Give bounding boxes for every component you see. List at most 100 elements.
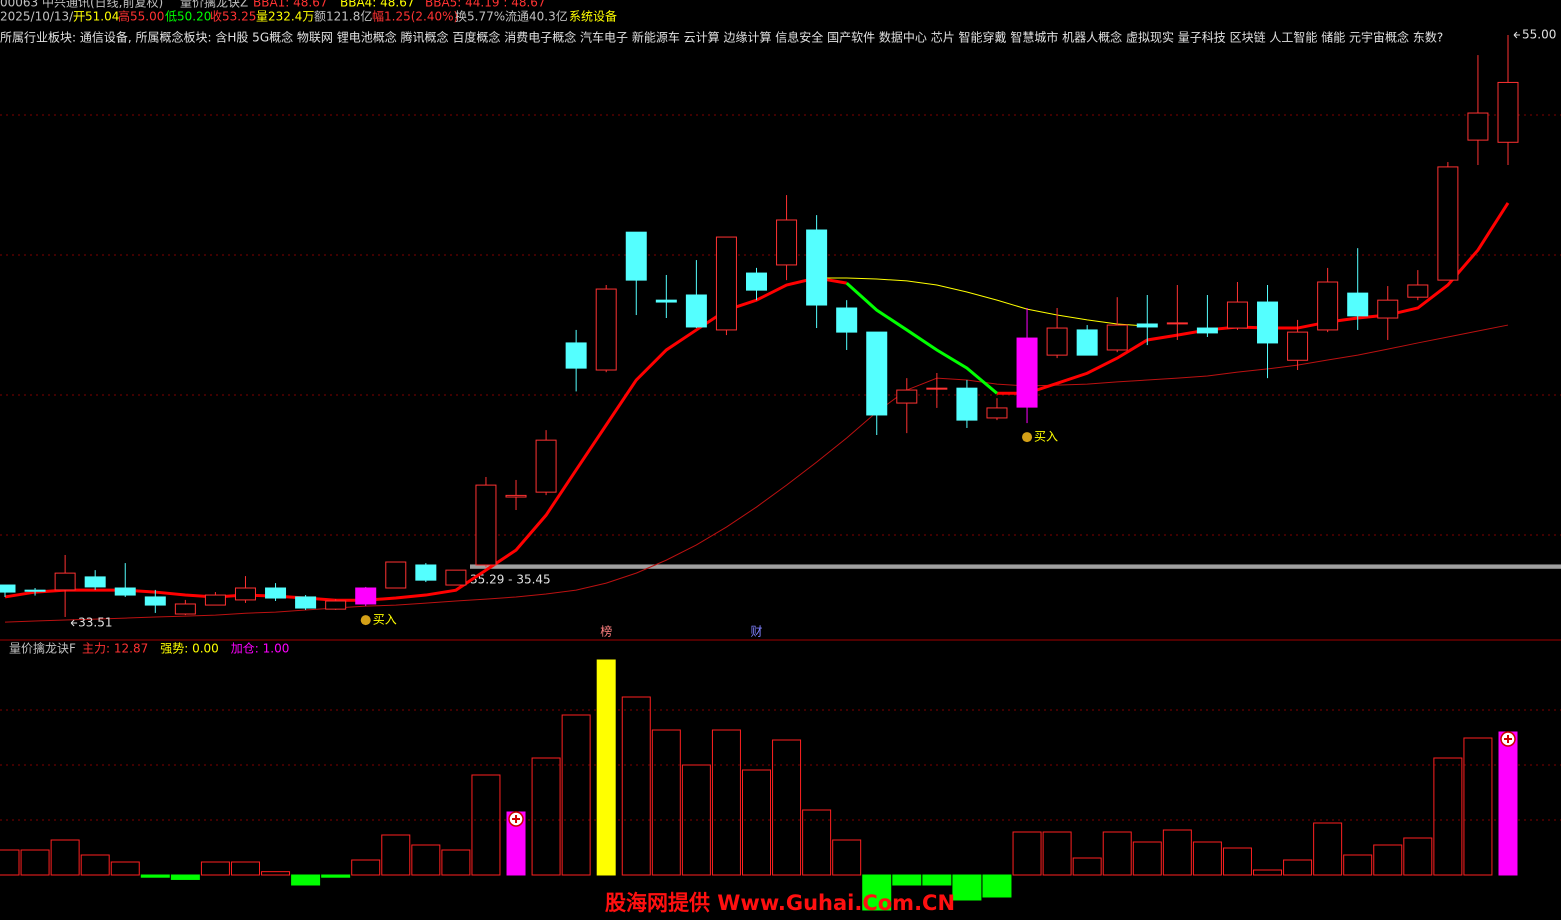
- candle-body: [174, 603, 196, 615]
- quote-item: 额121.8亿: [314, 9, 372, 24]
- bar: [291, 874, 321, 886]
- candle-body: [1287, 331, 1309, 361]
- quote-item: 系统设备: [569, 10, 617, 24]
- ma-line: [4, 202, 1510, 602]
- candle-body: [1166, 322, 1188, 325]
- bar: [170, 874, 200, 880]
- quote-item: 量232.4万: [256, 10, 314, 24]
- signal-plus: [1504, 735, 1512, 743]
- candle-body: [295, 596, 317, 609]
- bar: [1162, 829, 1192, 876]
- bar: [230, 861, 260, 876]
- candle-body: [1257, 301, 1279, 344]
- candle-body: [926, 387, 948, 390]
- candle-body: [986, 407, 1008, 419]
- bar: [1498, 731, 1518, 876]
- buy-label: 买入: [1034, 430, 1058, 444]
- candle-body: [1437, 166, 1459, 281]
- bar: [1042, 831, 1072, 876]
- candle-body: [475, 484, 497, 566]
- bar: [1283, 859, 1313, 876]
- candle-body: [445, 569, 467, 586]
- price-marker: 55.00: [1522, 28, 1556, 42]
- quote-item: 低50.20: [165, 10, 211, 24]
- candle-body: [1046, 327, 1068, 356]
- bar: [596, 659, 616, 876]
- bar: [200, 861, 230, 876]
- bar: [411, 844, 441, 876]
- bar: [351, 859, 381, 876]
- bar: [742, 769, 771, 876]
- bar: [892, 874, 922, 886]
- candle-body: [685, 294, 707, 328]
- legend-item: 主力: 12.87: [82, 642, 148, 656]
- bar: [711, 729, 741, 876]
- candle-body: [565, 342, 587, 369]
- bar: [1373, 844, 1403, 876]
- bar: [982, 874, 1012, 898]
- candle-body: [806, 229, 828, 306]
- ma-line: [4, 324, 1509, 623]
- lower-title: 量价擒龙诀F: [9, 641, 76, 656]
- legend-item: 强势: 0.00: [160, 642, 219, 656]
- candle-body: [535, 439, 557, 493]
- candle-body: [0, 584, 16, 593]
- candle-body: [1407, 284, 1429, 298]
- buy-icon: [360, 615, 371, 626]
- bar: [80, 854, 110, 876]
- candle-body: [956, 387, 978, 421]
- candle-body: [715, 236, 737, 331]
- quote-item: 幅1.25(2.40%): [372, 9, 458, 24]
- candle-body: [836, 307, 858, 333]
- bar: [621, 696, 651, 876]
- candle-body: [54, 572, 76, 591]
- candle-body: [234, 587, 256, 601]
- bar: [531, 757, 561, 876]
- range-band: [470, 564, 1561, 569]
- bar: [471, 774, 501, 876]
- bar: [802, 809, 832, 876]
- quote-item: 流通40.3亿: [505, 9, 568, 24]
- candle-body: [355, 587, 377, 605]
- candle-body: [114, 587, 136, 596]
- candle-body: [655, 299, 677, 303]
- bar: [1403, 837, 1433, 876]
- candle-body: [265, 587, 287, 599]
- bar: [952, 874, 982, 901]
- bar: [0, 849, 20, 876]
- bar: [922, 874, 952, 886]
- ma-line: [845, 281, 998, 395]
- indicator-name: 量价擒龙诀Z: [180, 0, 248, 10]
- bar: [441, 849, 471, 876]
- indicator-value: BBA1: 48.67: [253, 0, 328, 10]
- candle-body: [1136, 323, 1158, 328]
- event-label: 榜: [600, 624, 612, 639]
- quote-item: 收53.25: [210, 10, 256, 24]
- candle-body: [1317, 281, 1339, 331]
- stock-name: 00063 中兴通讯(日线,前复权): [0, 0, 163, 10]
- bar: [1192, 841, 1222, 876]
- sector-list: 所属行业板块: 通信设备, 所属概念板块: 含H股 5G概念 物联网 锂电池概念…: [0, 30, 1443, 45]
- candle-body: [385, 561, 407, 589]
- signal-plus: [512, 815, 521, 823]
- price-marker: 33.51: [78, 615, 112, 629]
- bar: [1132, 841, 1162, 876]
- indicator-value: BBA4: 48.67: [340, 0, 415, 10]
- bar: [20, 849, 50, 876]
- bar: [381, 834, 411, 876]
- candle-body: [595, 288, 617, 371]
- buy-icon: [1022, 432, 1033, 443]
- candle-body: [144, 596, 166, 606]
- bar: [832, 839, 862, 876]
- candle-body: [325, 600, 347, 610]
- watermark: 股海网提供 Www.Guhai.Com.CN: [605, 891, 955, 915]
- quote-date: 2025/10/13/一: [0, 10, 85, 24]
- quote-item: 高55.00: [118, 9, 164, 24]
- bar: [681, 764, 711, 876]
- candle-body: [1347, 292, 1369, 317]
- candle-body: [746, 272, 767, 291]
- candle-body: [505, 494, 527, 498]
- legend-item: 加仓: 1.00: [231, 642, 290, 656]
- bar: [110, 861, 140, 876]
